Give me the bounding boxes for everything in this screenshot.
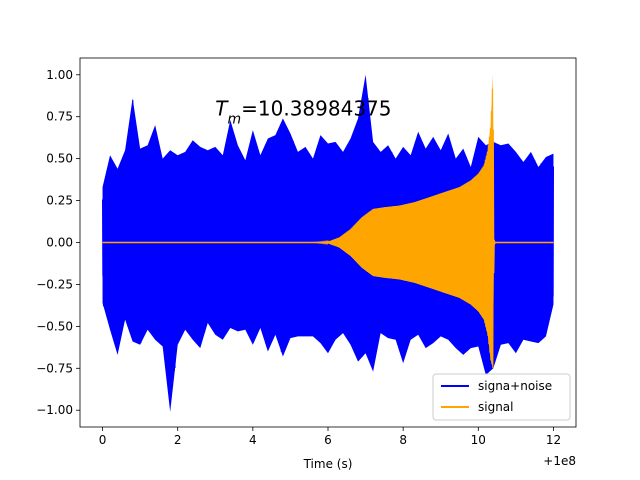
y-tick-label-0: 1.00 <box>46 68 73 82</box>
x-tick-label-2: 4 <box>249 433 257 447</box>
x-tick-label-5: 10 <box>471 433 486 447</box>
y-tick-label-6: −0.50 <box>36 319 73 333</box>
annotation-symbol: T <box>215 96 229 120</box>
x-tick-label-4: 8 <box>399 433 407 447</box>
x-tick-label-6: 12 <box>546 433 561 447</box>
y-tick-label-3: 0.25 <box>46 194 73 208</box>
legend-label-signa-noise: signa+noise <box>478 379 552 393</box>
y-tick-label-7: −0.75 <box>36 361 73 375</box>
y-axis: 1.00 0.75 0.50 0.25 0.00 −0.25 −0.50 −0.75 −1.00 <box>36 68 80 417</box>
y-tick-label-4: 0.00 <box>46 236 73 250</box>
series-layer <box>102 74 554 412</box>
series-1 <box>102 74 554 369</box>
x-axis: 0 2 4 6 8 10 12 <box>99 427 561 447</box>
x-axis-offset-label: +1e8 <box>543 454 576 468</box>
tm-annotation: Tm=10.38984375 <box>215 96 391 127</box>
x-tick-label-1: 2 <box>174 433 182 447</box>
x-tick-label-3: 6 <box>324 433 332 447</box>
y-tick-label-1: 0.75 <box>46 110 73 124</box>
y-tick-label-5: −0.25 <box>36 277 73 291</box>
legend-label-signal: signal <box>478 400 514 414</box>
x-tick-label-0: 0 <box>99 433 107 447</box>
annotation-value: =10.38984375 <box>241 96 391 120</box>
x-axis-label: Time (s) <box>303 457 353 471</box>
y-tick-label-8: −1.00 <box>36 403 73 417</box>
legend: signa+noise signal <box>432 373 571 421</box>
y-tick-label-2: 0.50 <box>46 152 73 166</box>
annotation-subscript: m <box>227 111 241 127</box>
